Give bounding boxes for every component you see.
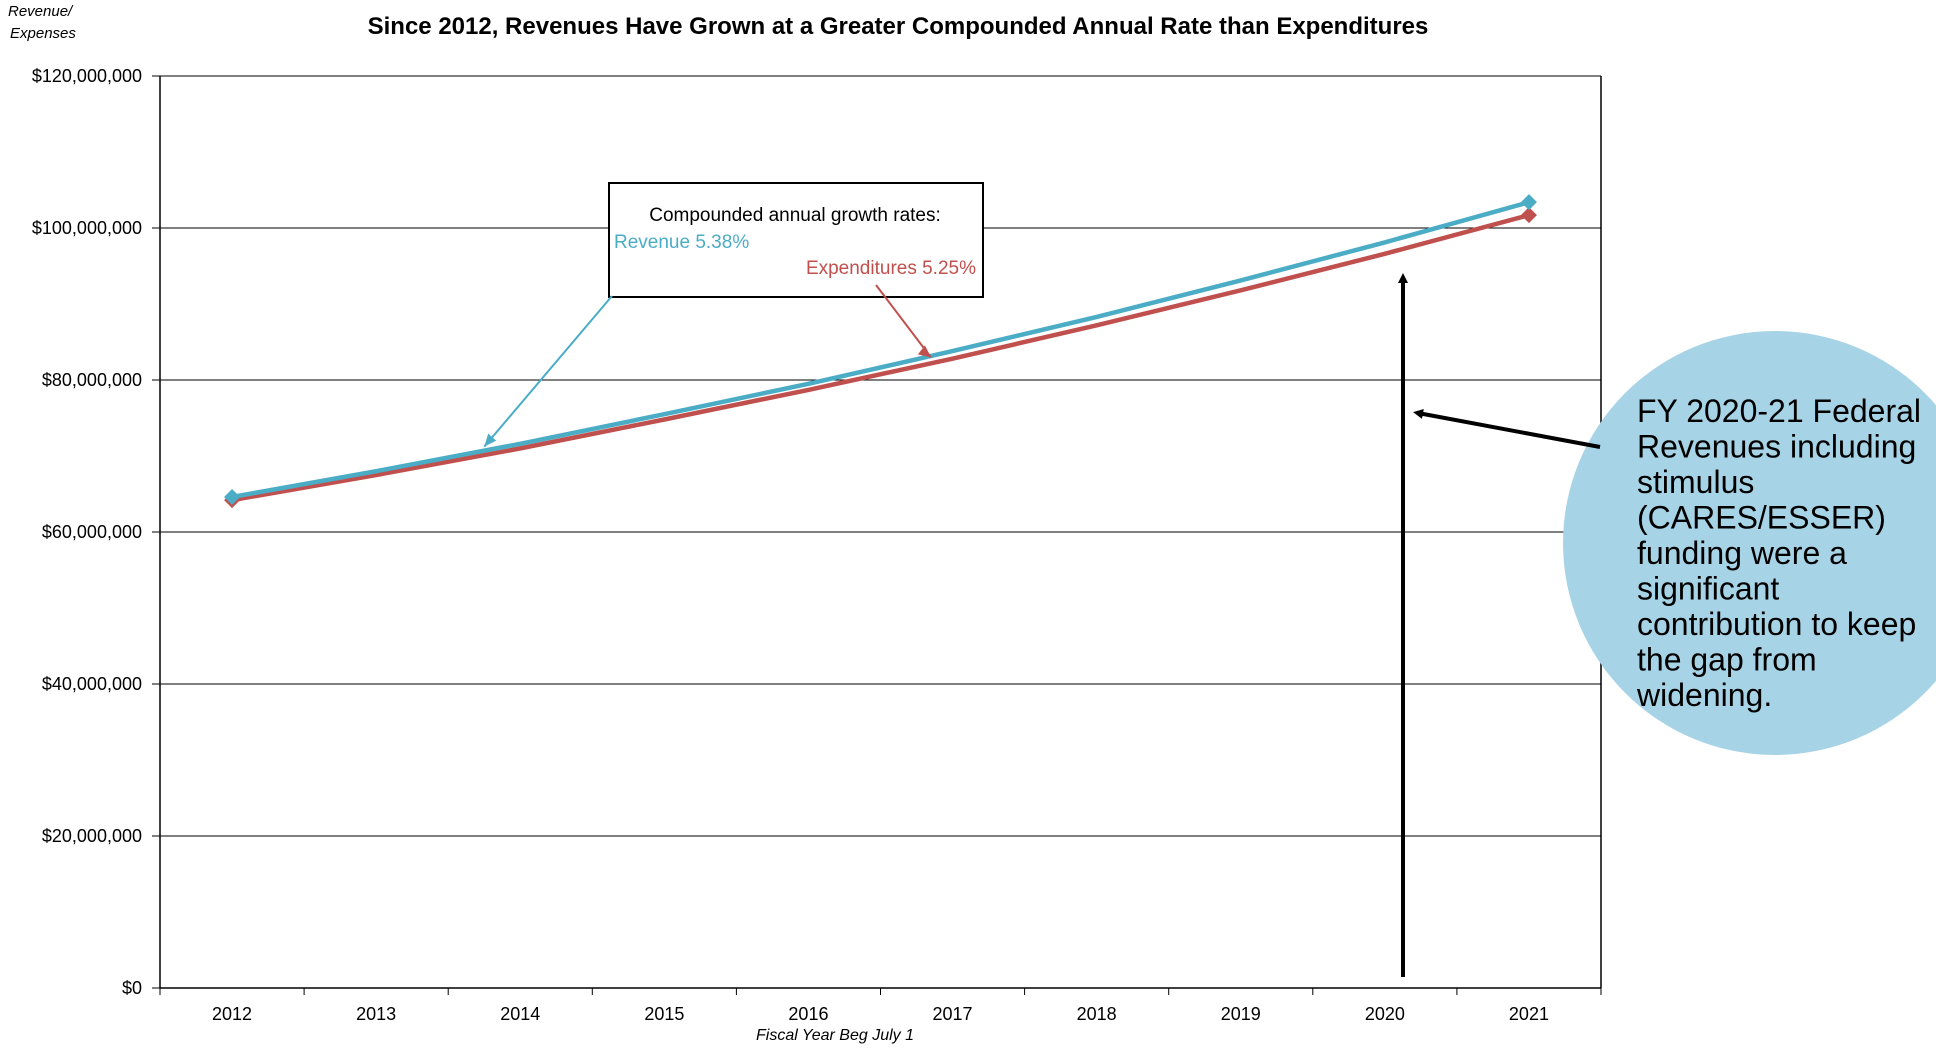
x-tick-label: 2017: [933, 1004, 973, 1024]
callout-text: FY 2020-21 Federal Revenues including stim…: [1636, 393, 1921, 713]
data-point-revenue: [1520, 194, 1537, 211]
callout-pointer-arrow: [1413, 409, 1601, 449]
x-tick-label: 2018: [1077, 1004, 1117, 1024]
y-axis-label: Revenue/Expenses: [8, 3, 76, 42]
expenditures-pointer-line: [875, 284, 932, 358]
x-tick-label: 2012: [212, 1004, 252, 1024]
series-layer: [224, 194, 1537, 509]
expenditures-pointer-head: [917, 345, 931, 358]
data-point-expenditures: [1520, 207, 1537, 224]
y-tick-label: $80,000,000: [42, 370, 142, 390]
x-tick-label: 2016: [788, 1004, 828, 1024]
x-tick-label: 2019: [1221, 1004, 1261, 1024]
x-tick-label: 2014: [500, 1004, 540, 1024]
chart-title: Since 2012, Revenues Have Grown at a Gre…: [368, 13, 1429, 40]
callout-text-line: the gap from: [1637, 642, 1817, 678]
callout-text-line: funding were a: [1637, 535, 1847, 571]
growth-rate-box: Compounded annual growth rates: Revenue …: [608, 182, 984, 298]
series-revenue: [224, 194, 1537, 506]
x-axis-ticks: 2012 2013 2014 2015 2016 2017 2018 2019 2020 2021: [159, 988, 1602, 1024]
y-axis-label-line: Revenue/: [8, 3, 74, 20]
callout: FY 2020-21 Federal Revenues including stim…: [1563, 331, 1936, 755]
callout-text-line: FY 2020-21 Federal: [1637, 393, 1921, 429]
revenue-pointer-line: [483, 295, 613, 448]
label-pointers: [483, 284, 932, 448]
x-axis-label: Fiscal Year Beg July 1: [756, 1027, 914, 1044]
callout-text-line: Revenues including: [1637, 429, 1916, 465]
y-tick-label: $20,000,000: [42, 826, 142, 846]
data-point-revenue: [224, 489, 241, 506]
callout-text-line: contribution to keep: [1637, 606, 1916, 642]
x-tick-label: 2021: [1509, 1004, 1549, 1024]
callout-text-line: significant: [1637, 571, 1779, 607]
y-axis-ticks: $0 $20,000,000 $40,000,000 $60,000,000 $80,0…: [32, 66, 160, 998]
revenue-rate-label: Revenue 5.38%: [614, 232, 749, 253]
x-tick-label: 2020: [1365, 1004, 1405, 1024]
y-tick-label: $60,000,000: [42, 522, 142, 542]
series-line-expenditures: [231, 212, 1530, 503]
y-tick-label: $40,000,000: [42, 674, 142, 694]
revenue-pointer-head: [484, 433, 497, 447]
y-axis-label-line: Expenses: [10, 25, 76, 42]
y-tick-label: $100,000,000: [32, 218, 142, 238]
y-tick-label: $0: [122, 978, 142, 998]
callout-text-line: (CARES/ESSER): [1637, 500, 1886, 536]
growth-rate-box-frame: [608, 182, 984, 298]
expenditures-rate-label: Expenditures 5.25%: [806, 258, 976, 279]
callout-bubble: [1563, 331, 1936, 755]
y-tick-label: $120,000,000: [32, 66, 142, 86]
x-tick-label: 2013: [356, 1004, 396, 1024]
x-tick-label: 2015: [644, 1004, 684, 1024]
series-line-revenue: [231, 200, 1530, 500]
callout-text-line: widening.: [1636, 677, 1772, 713]
growth-rate-box-title: Compounded annual growth rates:: [649, 205, 941, 226]
callout-text-line: stimulus: [1637, 464, 1754, 500]
